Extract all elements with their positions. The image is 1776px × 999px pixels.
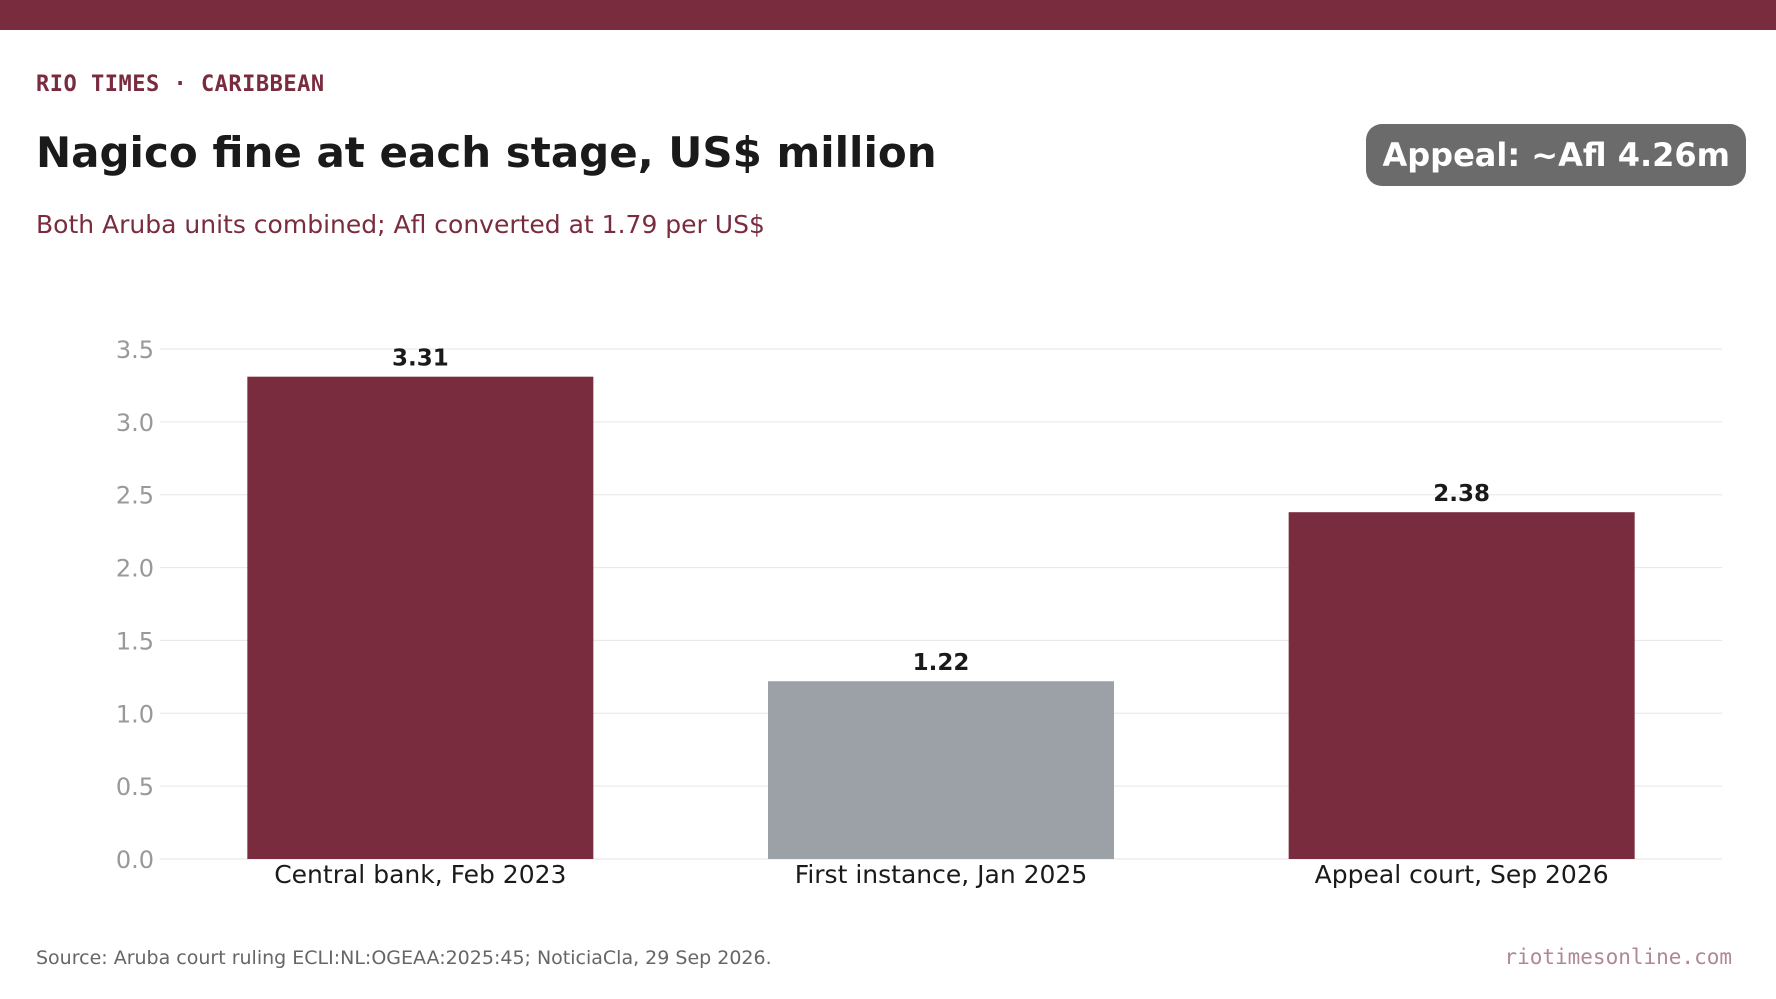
- x-category-label: Appeal court, Sep 2026: [1315, 860, 1609, 889]
- bar-value-label: 2.38: [1433, 481, 1490, 507]
- appeal-badge: Appeal: ~Afl 4.26m: [1366, 124, 1746, 186]
- bar-value-label: 3.31: [392, 346, 449, 372]
- bar: [768, 681, 1114, 859]
- brand-top-bar: [0, 0, 1776, 30]
- chart-subtitle: Both Aruba units combined; Afl converted…: [36, 210, 765, 239]
- chart-title: Nagico fine at each stage, US$ million: [36, 128, 937, 177]
- y-tick-label: 1.0: [116, 700, 154, 728]
- bar-value-label: 1.22: [913, 650, 970, 676]
- source-note: Source: Aruba court ruling ECLI:NL:OGEAA…: [36, 947, 772, 969]
- x-category-label: Central bank, Feb 2023: [274, 860, 566, 889]
- site-url: riotimesonline.com: [1504, 945, 1732, 969]
- y-tick-label: 3.5: [116, 336, 154, 364]
- x-category-label: First instance, Jan 2025: [795, 860, 1087, 889]
- y-tick-label: 2.5: [116, 482, 154, 510]
- y-tick-label: 2.0: [116, 555, 154, 583]
- bar: [247, 376, 594, 859]
- section-kicker: RIO TIMES · CARIBBEAN: [36, 72, 325, 97]
- y-tick-label: 0.0: [116, 846, 154, 874]
- y-tick-label: 1.5: [116, 627, 154, 655]
- y-tick-label: 0.5: [116, 773, 154, 801]
- bar: [1288, 512, 1635, 859]
- y-tick-label: 3.0: [116, 409, 154, 437]
